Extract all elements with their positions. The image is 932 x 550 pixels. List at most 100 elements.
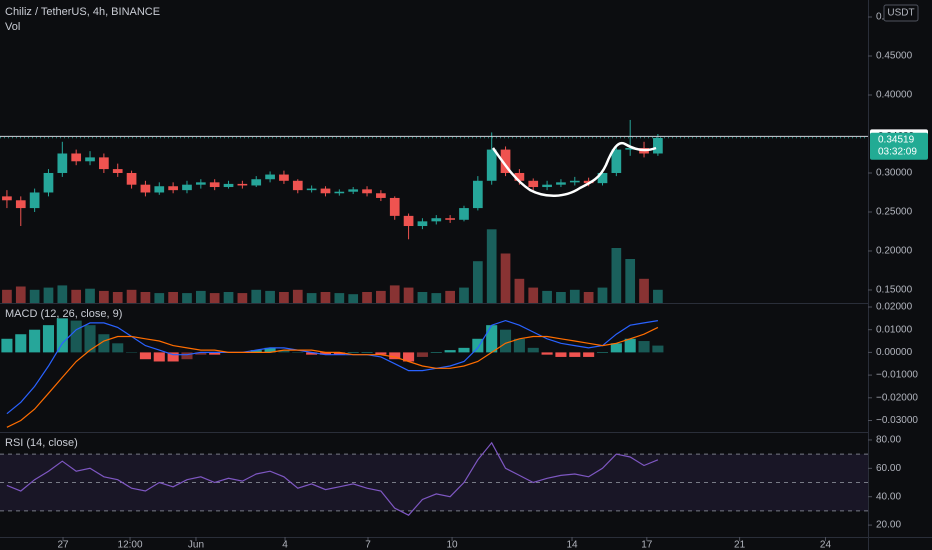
candle-body <box>195 182 206 185</box>
macd-histogram-bar <box>333 352 345 355</box>
macd-histogram-bar <box>56 318 68 353</box>
candle-body <box>583 180 594 184</box>
volume-bar <box>389 285 400 303</box>
macd-histogram-bar <box>70 320 82 353</box>
macd-histogram-bar <box>1 338 13 353</box>
candle-body <box>57 153 68 173</box>
macd-histogram-bar <box>624 338 636 353</box>
x-tick-label: 12:00 <box>118 540 143 550</box>
macd-histogram-bar <box>583 352 595 357</box>
macd-histogram-bar <box>84 325 96 353</box>
y-tick-label: 0.00000 <box>876 347 913 358</box>
volume-bar <box>251 289 262 303</box>
candle-body <box>85 157 95 162</box>
volume-bar <box>29 289 40 303</box>
candle-body <box>417 221 428 227</box>
macd-histogram-bar <box>458 347 470 353</box>
volume-bar <box>99 290 109 303</box>
candle-body <box>486 149 497 181</box>
macd-histogram-bar <box>42 325 55 353</box>
macd-histogram-bar <box>430 352 442 353</box>
y-tick-label: 0.30000 <box>876 168 913 179</box>
macd-histogram-bar <box>29 329 41 353</box>
candle-body <box>306 188 317 191</box>
x-tick-label: 10 <box>447 540 459 550</box>
volume-bar <box>542 290 552 303</box>
volume-bar <box>237 293 248 303</box>
candle-body <box>154 186 165 193</box>
macd-histogram-bar <box>139 352 151 360</box>
candle-body <box>140 184 151 193</box>
macd-histogram-bar <box>347 352 359 353</box>
macd-histogram-bar <box>569 352 581 357</box>
macd-histogram-bar <box>375 352 387 355</box>
macd-histogram-bar <box>541 352 553 355</box>
macd-histogram-bar <box>98 334 110 353</box>
macd-histogram-bar <box>652 345 664 353</box>
x-tick-label: 4 <box>282 540 288 550</box>
volume-title: Vol <box>5 21 20 33</box>
candle-body <box>459 208 469 220</box>
macd-line <box>6 326 659 428</box>
volume-bar <box>154 293 165 303</box>
volume-bar <box>334 293 345 303</box>
volume-bar <box>500 253 511 303</box>
y-tick-label: 0.25000 <box>876 207 913 218</box>
macd-histogram-bar <box>527 347 539 353</box>
candle-body <box>403 215 414 227</box>
volume-bar <box>583 292 594 303</box>
volume-bar <box>556 292 566 303</box>
macd-histogram-bar <box>513 338 525 353</box>
volume-bar <box>292 289 303 303</box>
last-price-label: 0.34519 <box>878 134 915 145</box>
candle-body <box>389 197 400 216</box>
candle-body <box>320 188 331 194</box>
x-tick-label: 27 <box>57 540 69 550</box>
volume-bar <box>459 287 469 303</box>
volume-bar <box>653 289 663 303</box>
volume-bar <box>417 292 428 303</box>
y-tick-label: −0.02000 <box>876 392 918 403</box>
volume-bar <box>431 293 442 303</box>
candle-body <box>265 174 275 180</box>
volume-bar <box>486 229 497 303</box>
macd-histogram-bar <box>444 350 456 353</box>
volume-bar <box>168 292 178 303</box>
x-tick-label: 21 <box>734 540 746 550</box>
macd-histogram-bar <box>610 343 622 353</box>
volume-bar <box>126 289 137 303</box>
y-tick-label: 0.01000 <box>876 324 913 335</box>
macd-histogram-bar <box>638 341 650 353</box>
candle-body <box>362 189 372 194</box>
candle-body <box>279 174 289 181</box>
candle-body <box>29 192 40 209</box>
volume-bar <box>43 287 54 303</box>
volume-bar <box>569 289 580 303</box>
macd-histogram-bar <box>486 325 498 353</box>
volume-bar <box>445 290 455 303</box>
candle-body <box>500 149 511 173</box>
macd-histogram-bar <box>153 352 165 362</box>
candle-body <box>71 153 82 162</box>
rsi-title: RSI (14, close) <box>5 437 78 449</box>
x-tick-label: 17 <box>641 540 653 550</box>
macd-histogram-bar <box>472 338 484 353</box>
x-tick-label: 7 <box>365 540 371 550</box>
volume-bar <box>2 289 12 303</box>
candle-body <box>445 218 455 220</box>
x-tick-label: Jun <box>188 540 204 550</box>
candle-body <box>472 180 483 209</box>
candle-body <box>209 182 220 188</box>
candle-body <box>597 172 608 184</box>
volume-bar <box>306 293 317 303</box>
macd-histogram-bar <box>15 334 27 353</box>
volume-bar <box>348 294 359 303</box>
candle-body <box>251 179 262 186</box>
volume-bar <box>362 292 372 303</box>
macd-histogram-bar <box>555 352 567 357</box>
cup-drawing <box>491 141 657 197</box>
candle-body <box>542 184 552 188</box>
volume-bar <box>279 292 289 303</box>
